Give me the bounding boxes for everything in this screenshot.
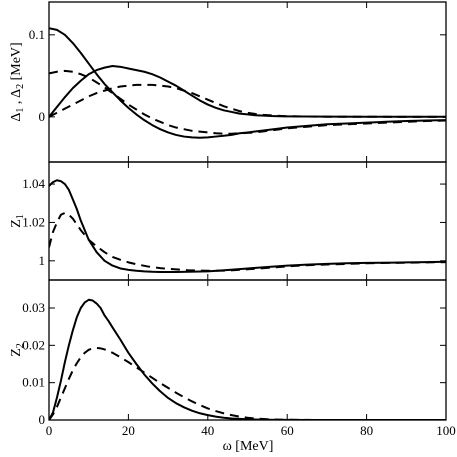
- series-line-solid: [49, 27, 446, 139]
- x-tick-label: 100: [436, 423, 456, 438]
- panel-1: 0 0.1Δ1​ , Δ2​ [MeV]: [9, 1, 447, 163]
- panel-frame: [48, 279, 447, 421]
- x-axis-label: ω [MeV]: [223, 439, 274, 454]
- y-tick-label: 0.1: [29, 27, 45, 42]
- series-line-solid: [49, 179, 446, 273]
- series-line-dashed: [49, 69, 446, 135]
- x-tick-label: 60: [281, 423, 294, 438]
- y-tick-label: 0.01: [22, 375, 45, 390]
- panel-3: 0 0.01 0.02 0.03 0 20 40 60 80 100 Z2​: [9, 279, 456, 438]
- series-line-solid: [49, 298, 446, 420]
- y-axis-label: Z2​: [9, 343, 26, 357]
- panels: 0 0.1Δ1​ , Δ2​ [MeV] 1 1.02 1.04 Z1​ 0 0.01 0.02…: [9, 1, 456, 438]
- x-tick-label: 40: [201, 423, 214, 438]
- series-line-dashed: [49, 211, 446, 272]
- panel-frame: [48, 1, 447, 163]
- y-tick-label: 0: [39, 109, 46, 124]
- y-tick-label: 0: [39, 412, 46, 427]
- x-tick-label: 20: [122, 423, 135, 438]
- y-axis-label: Z1​: [9, 214, 26, 228]
- series-line-dashed: [49, 83, 446, 118]
- y-tick-label: 1.04: [22, 176, 45, 191]
- y-tick-label: 1.02: [22, 214, 45, 229]
- y-axis-label: Δ1​ , Δ2​ [MeV]: [9, 42, 26, 121]
- panel-2: 1 1.02 1.04 Z1​: [9, 161, 447, 281]
- x-tick-label: 0: [46, 423, 53, 438]
- y-tick-label: 0.03: [22, 300, 45, 315]
- series-line-dashed: [49, 346, 446, 420]
- y-tick-label: 1: [39, 253, 46, 268]
- y-tick-label: 0.02: [22, 337, 45, 352]
- x-tick-label: 80: [360, 423, 373, 438]
